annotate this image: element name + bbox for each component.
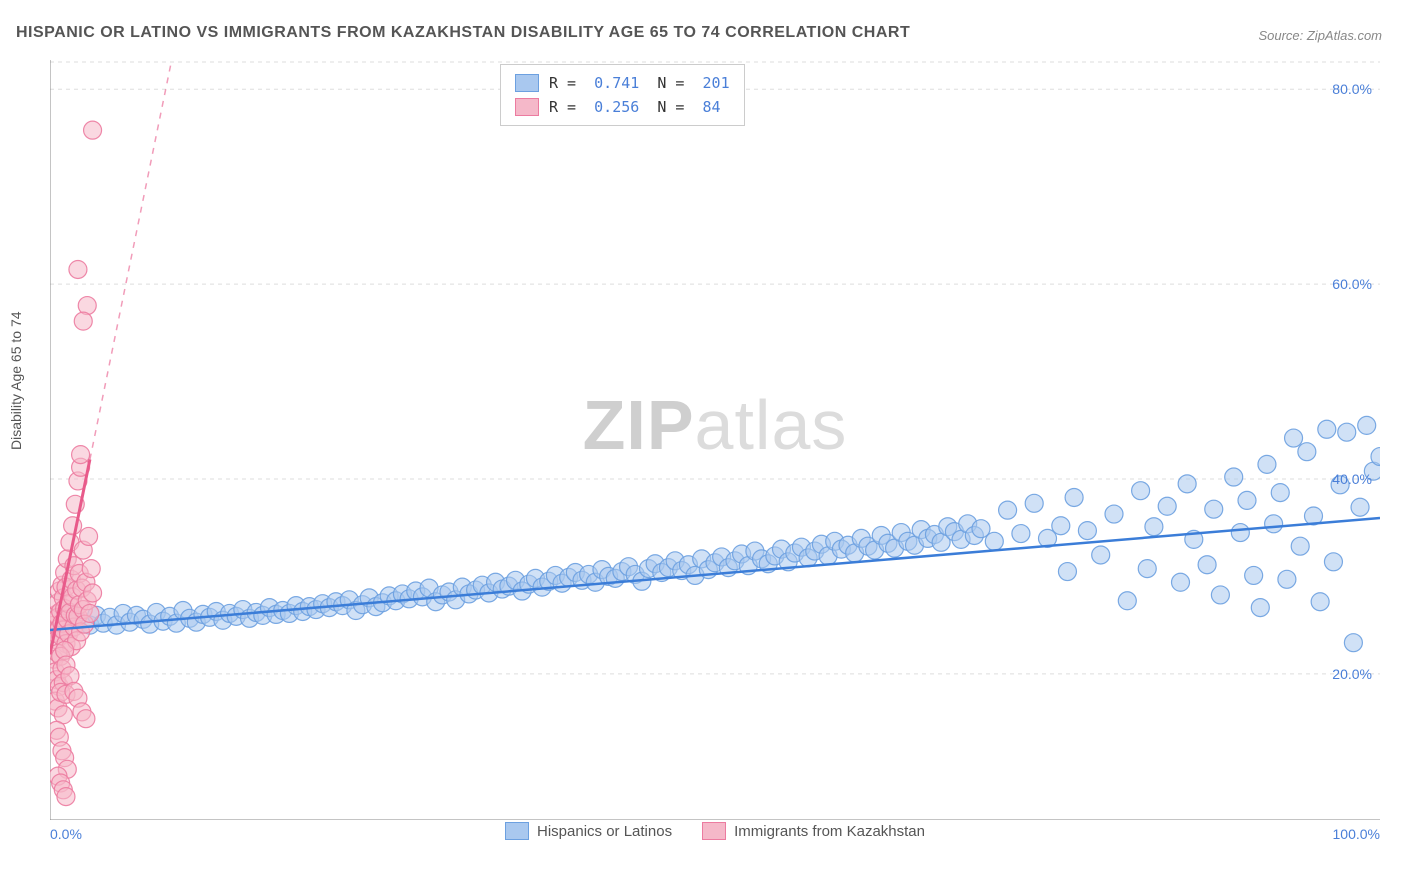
y-tick-label: 80.0% [1332,81,1372,97]
stats-text-series1: R = 0.741 N = 201 [549,71,730,95]
stats-swatch-pink [515,98,539,116]
stats-legend-box: R = 0.741 N = 201 R = 0.256 N = 84 [500,64,745,126]
n-value-1: 201 [703,74,730,92]
n-value-2: 84 [703,98,721,116]
y-tick-label: 20.0% [1332,666,1372,682]
chart-title: HISPANIC OR LATINO VS IMMIGRANTS FROM KA… [16,24,910,42]
stats-swatch-blue [515,74,539,92]
legend-item-hispanics: Hispanics or Latinos [505,822,672,840]
scatter-plot [50,60,1380,820]
r-value-1: 0.741 [594,74,639,92]
stats-text-series2: R = 0.256 N = 84 [549,95,721,119]
y-axis-label: Disability Age 65 to 74 [8,311,24,450]
stats-row-series1: R = 0.741 N = 201 [515,71,730,95]
y-tick-label: 60.0% [1332,276,1372,292]
bottom-legend: Hispanics or Latinos Immigrants from Kaz… [50,822,1380,840]
r-value-2: 0.256 [594,98,639,116]
y-tick-label: 40.0% [1332,471,1372,487]
stats-row-series2: R = 0.256 N = 84 [515,95,730,119]
legend-label-1: Hispanics or Latinos [537,823,672,840]
source-attribution: Source: ZipAtlas.com [1258,28,1382,43]
legend-label-2: Immigrants from Kazakhstan [734,823,925,840]
chart-area: ZIPatlas R = 0.741 N = 201 R = 0.256 N =… [50,60,1380,820]
legend-swatch-blue [505,822,529,840]
legend-swatch-pink [702,822,726,840]
legend-item-kazakhstan: Immigrants from Kazakhstan [702,822,925,840]
